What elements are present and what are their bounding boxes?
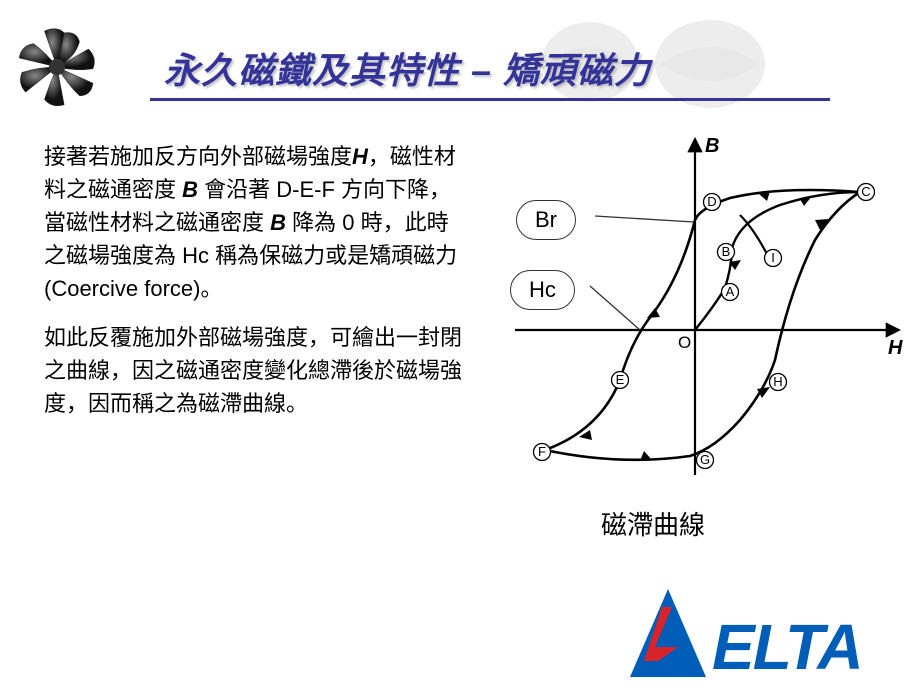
paragraph-1: 接著若施加反方向外部磁場強度H，磁性材料之磁通密度 B 會沿著 D-E-F 方向…	[44, 140, 464, 305]
paragraph-2: 如此反覆施加外部磁場強度，可繪出一封閉之曲線，因之磁通密度變化總滯後於磁場強度，…	[44, 321, 464, 420]
svg-text:O: O	[678, 333, 691, 352]
svg-text:I: I	[771, 250, 775, 265]
svg-text:F: F	[538, 444, 546, 459]
svg-text:D: D	[707, 194, 716, 209]
svg-text:B: B	[722, 244, 731, 259]
svg-text:ELTA: ELTA	[712, 611, 862, 683]
svg-text:E: E	[616, 372, 625, 387]
slide-header: 永久磁鐵及其特性 – 矯頑磁力	[0, 14, 920, 104]
slide-title: 永久磁鐵及其特性 – 矯頑磁力	[164, 42, 651, 94]
svg-text:B: B	[705, 135, 719, 157]
svg-text:G: G	[700, 452, 710, 467]
fan-icon	[12, 22, 102, 112]
delta-logo: ELTA	[620, 559, 910, 684]
title-underline	[150, 98, 830, 101]
callout-hc: Hc	[510, 270, 575, 310]
callout-br: Br	[516, 200, 576, 240]
body-text: 接著若施加反方向外部磁場強度H，磁性材料之磁通密度 B 會沿著 D-E-F 方向…	[44, 140, 464, 436]
hysteresis-diagram: B H O A B C D E F G H I	[480, 130, 910, 490]
svg-text:C: C	[861, 184, 870, 199]
svg-text:H: H	[773, 374, 782, 389]
svg-text:A: A	[726, 284, 735, 299]
diagram-caption: 磁滯曲線	[601, 505, 705, 542]
svg-text:H: H	[888, 337, 903, 359]
